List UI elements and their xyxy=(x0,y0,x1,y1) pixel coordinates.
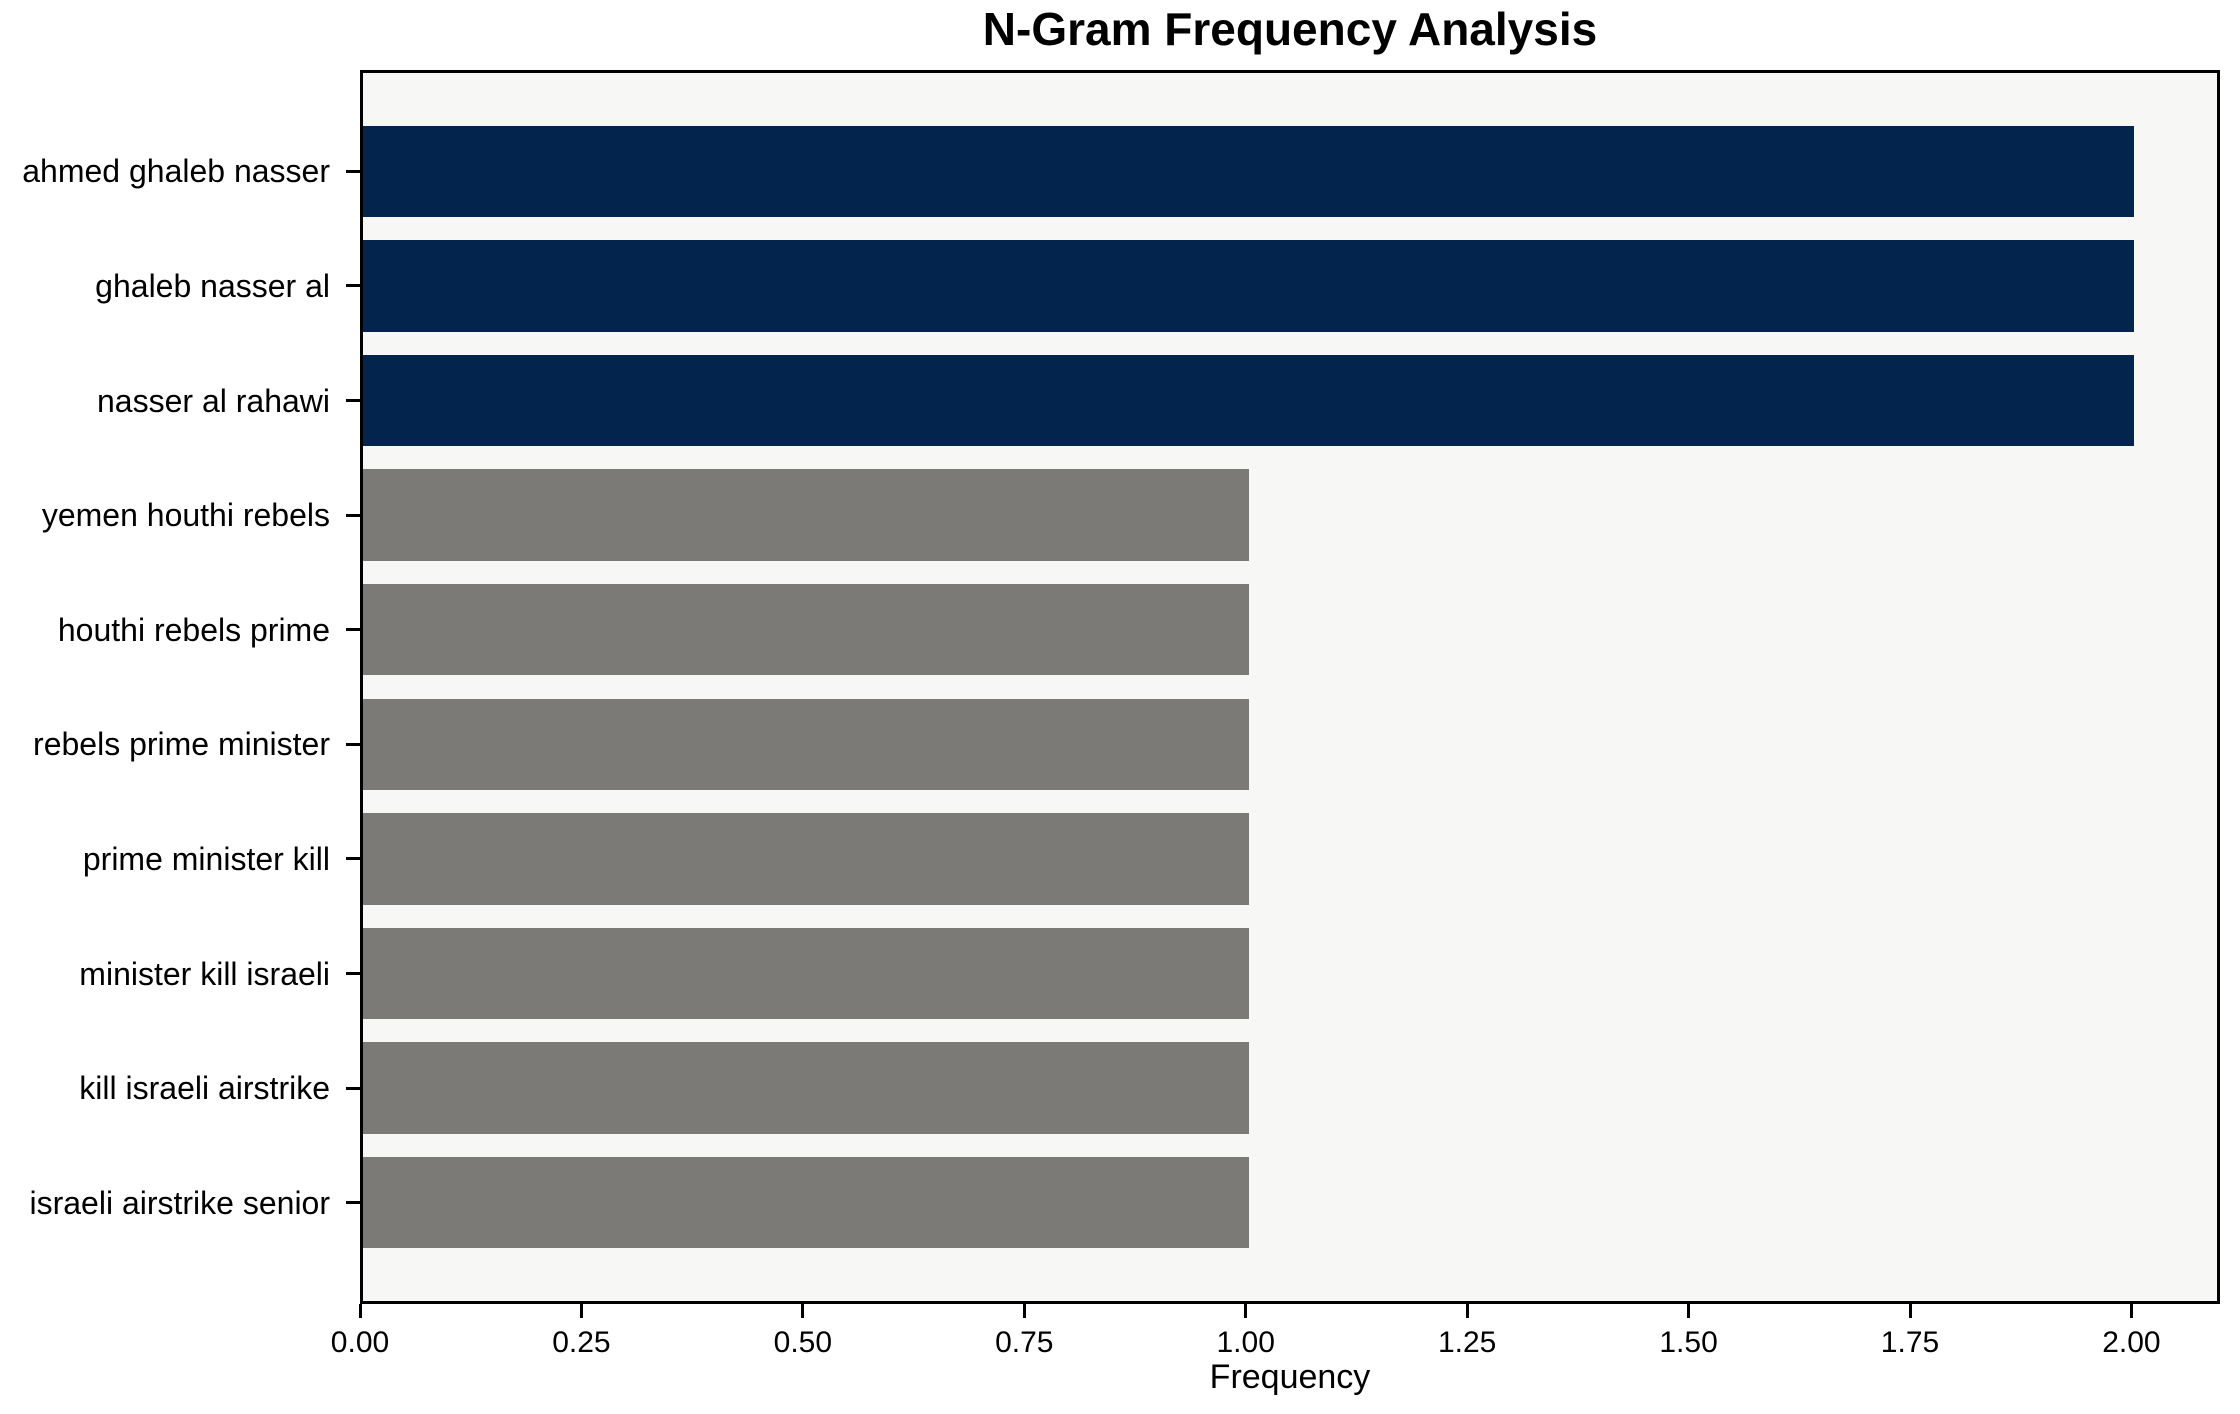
bar-nasser-al-rahawi xyxy=(363,354,2135,447)
bar-prime-minister-kill xyxy=(363,813,1249,905)
bar-rebels-prime-minister xyxy=(363,698,1249,791)
bar-israeli-airstrike-senior xyxy=(363,1156,1249,1249)
x-tick-mark xyxy=(801,1304,805,1318)
x-tick-label: 1.50 xyxy=(1659,1326,1718,1359)
y-tick-label: ghaleb nasser al xyxy=(95,267,330,304)
x-tick-label: 0.75 xyxy=(995,1326,1054,1359)
y-tick-mark xyxy=(346,628,360,632)
x-tick-mark xyxy=(579,1304,583,1318)
x-tick-label: 0.50 xyxy=(773,1326,833,1359)
x-tick-label: 1.75 xyxy=(1880,1326,1940,1359)
y-tick-label: minister kill israeli xyxy=(79,955,330,992)
x-axis-label: Frequency xyxy=(1209,1358,1371,1396)
chart-title: N-Gram Frequency Analysis xyxy=(982,3,1598,55)
y-tick-mark xyxy=(346,972,360,975)
bar-ahmed-ghaleb-nasser xyxy=(363,125,2135,218)
bar-kill-israeli-airstrike xyxy=(363,1042,1249,1134)
y-tick-mark xyxy=(346,284,360,288)
bar-ghaleb-nasser-al xyxy=(363,240,2135,332)
y-tick-label: rebels prime minister xyxy=(33,726,330,763)
x-tick-label: 1.00 xyxy=(1216,1326,1275,1359)
plot-area xyxy=(360,70,2220,1304)
x-tick-label: 1.25 xyxy=(1437,1326,1497,1359)
y-tick-mark xyxy=(346,1201,360,1205)
x-tick-mark xyxy=(1687,1304,1691,1318)
y-tick-mark xyxy=(346,1086,360,1090)
x-tick-mark xyxy=(1022,1304,1026,1318)
x-tick-mark xyxy=(1244,1304,1248,1318)
y-tick-label: kill israeli airstrike xyxy=(79,1070,330,1107)
x-tick-mark xyxy=(2129,1304,2133,1318)
x-tick-mark xyxy=(1465,1304,1469,1318)
y-tick-label: israeli airstrike senior xyxy=(29,1184,330,1221)
y-tick-label: ahmed ghaleb nasser xyxy=(22,153,330,190)
x-tick-mark xyxy=(1908,1304,1912,1318)
y-tick-mark xyxy=(346,742,360,746)
y-tick-mark xyxy=(346,169,360,173)
y-tick-label: houthi rebels prime xyxy=(57,611,330,648)
y-tick-mark xyxy=(346,857,360,861)
y-tick-mark xyxy=(346,513,360,517)
x-tick-label: 0.25 xyxy=(552,1326,611,1359)
y-tick-label: prime minister kill xyxy=(82,840,330,877)
bar-yemen-houthi-rebels xyxy=(363,469,1249,561)
y-tick-label: yemen houthi rebels xyxy=(41,497,330,534)
x-tick-label: 2.00 xyxy=(2102,1326,2161,1359)
x-tick-label: 0.00 xyxy=(330,1326,390,1359)
bar-minister-kill-israeli xyxy=(363,927,1249,1020)
y-tick-mark xyxy=(346,399,360,402)
x-tick-mark xyxy=(358,1304,362,1318)
y-tick-label: nasser al rahawi xyxy=(97,382,330,419)
bar-houthi-rebels-prime xyxy=(363,583,1249,676)
